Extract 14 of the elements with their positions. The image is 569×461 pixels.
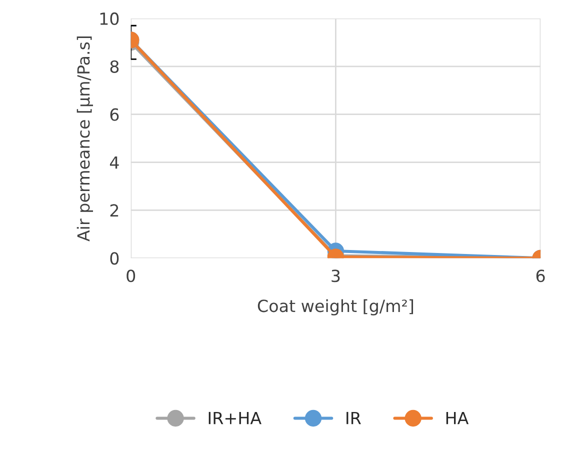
y-tick-label: 2 <box>110 204 118 217</box>
y-tick-label: 0 <box>110 252 119 265</box>
y-axis-title: Air permeance [µm/Pa.s] <box>76 36 93 242</box>
legend-label: IR <box>346 412 361 424</box>
legend-label: IR+HA <box>208 412 262 424</box>
y-tick-label: 10 <box>100 12 119 26</box>
x-axis-title: Coat weight [g/m²] <box>258 299 414 316</box>
y-tick-label: 6 <box>110 108 119 121</box>
x-tick-label: 3 <box>332 270 340 282</box>
y-tick-label: 8 <box>110 60 119 73</box>
y-tick-label: 4 <box>110 156 119 169</box>
legend-label: HA <box>446 412 469 424</box>
x-tick-label: 6 <box>536 270 545 282</box>
x-tick-label: 0 <box>126 270 136 282</box>
